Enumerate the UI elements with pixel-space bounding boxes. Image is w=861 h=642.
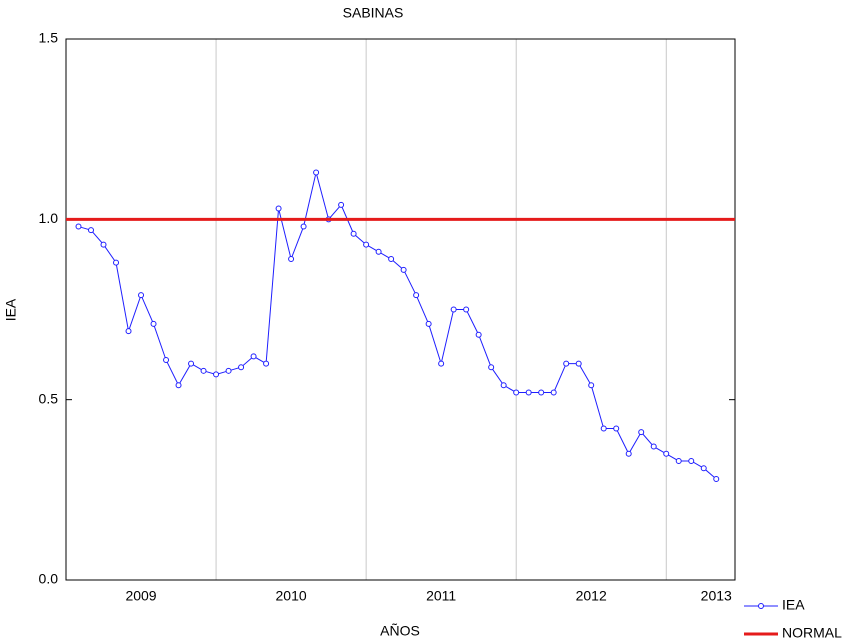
x-tick-label: 2012 [576,588,607,604]
legend-label: NORMAL [782,625,842,641]
series-line [78,172,717,480]
point [613,425,620,432]
legend-label: IEA [782,597,805,613]
point [313,169,320,176]
point [125,328,132,335]
point [650,443,657,450]
point [450,306,457,313]
point [238,364,245,371]
point [550,389,557,396]
point [413,292,420,299]
point [163,356,170,363]
point [300,223,307,230]
point [150,320,157,327]
point [663,450,670,457]
point [288,256,295,263]
point [600,425,607,432]
chart-title: SABINAS [343,5,404,21]
point [438,360,445,367]
point [488,364,495,371]
x-axis-label: AÑOS [380,623,420,639]
x-tick-label: 2010 [276,588,307,604]
point [625,450,632,457]
y-tick-label: 1.0 [39,210,59,226]
y-tick-label: 0.0 [39,571,59,587]
legend-marker [758,603,764,609]
x-tick-label: 2011 [426,588,456,604]
point [463,306,470,313]
point [513,389,520,396]
x-tick-label: 2013 [701,588,732,604]
point [525,389,532,396]
y-tick-label: 0.5 [39,390,59,406]
point [188,360,195,367]
point [88,227,95,234]
y-tick-label: 1.5 [39,30,59,46]
point [388,256,395,263]
point [700,465,707,472]
point [563,360,570,367]
point [400,266,407,273]
point [113,259,120,266]
point [713,476,720,483]
y-axis-label: IEA [3,298,19,321]
x-tick-label: 2009 [125,588,156,604]
point [363,241,370,248]
point [538,389,545,396]
point [263,360,270,367]
point [75,223,82,230]
point [375,248,382,255]
point [100,241,107,248]
point [275,205,282,212]
point [200,367,207,374]
point [213,371,220,378]
point [138,292,145,299]
point [688,457,695,464]
point [350,230,357,237]
point [425,320,432,327]
point [500,382,507,389]
point [588,382,595,389]
point [338,201,345,208]
point [175,382,182,389]
point [250,353,257,360]
plot-frame [65,38,736,581]
point [225,367,232,374]
point [675,457,682,464]
point [475,331,482,338]
point [638,429,645,436]
point [575,360,582,367]
